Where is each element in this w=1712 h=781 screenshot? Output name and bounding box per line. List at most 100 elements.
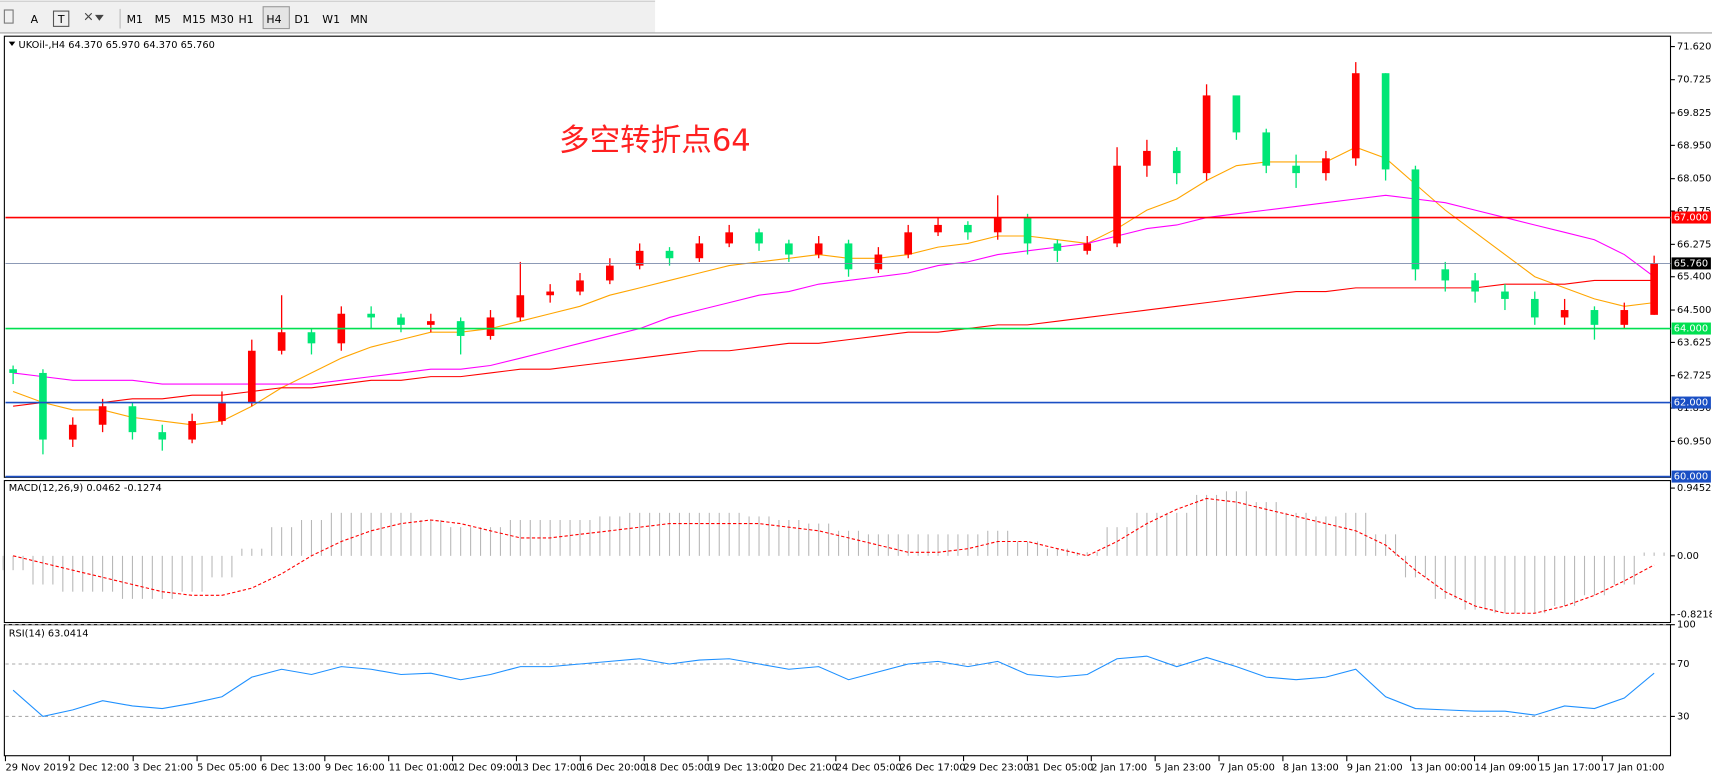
candle-body (1650, 263, 1658, 315)
candle-body (1083, 243, 1092, 251)
candle-body (367, 313, 375, 318)
tool-button[interactable]: A (31, 13, 39, 26)
candle-body (218, 402, 226, 422)
candle-body (1381, 73, 1390, 170)
candle-body (904, 232, 913, 255)
timeframe-button[interactable]: H1 (238, 13, 253, 26)
level-tag (1671, 396, 1711, 409)
candle-body (1471, 280, 1479, 292)
candle-body (695, 243, 704, 259)
tool-frame (52, 10, 70, 27)
y-tick-label: 63.625 (1677, 337, 1711, 348)
candle-body (247, 350, 256, 403)
rsi-panel (3, 624, 1672, 757)
candle-body (1053, 243, 1062, 251)
macd-header: MACD(12,26,9) 0.0462 -0.1274 (9, 483, 162, 494)
candle-body (1023, 217, 1032, 244)
x-tick-label: 20 Dec 21:00 (772, 763, 838, 774)
candle-body (188, 421, 196, 440)
candle-body (964, 224, 972, 233)
x-tick-label: 16 Dec 20:00 (580, 763, 646, 774)
candle-body (665, 250, 674, 259)
candle-body (1501, 291, 1509, 299)
level-tag (1671, 257, 1711, 270)
timeframe-button[interactable]: M5 (155, 13, 171, 26)
candle-body (1590, 310, 1599, 325)
candle-body (1113, 165, 1121, 244)
level-tag (1671, 322, 1711, 335)
timeframe-button[interactable]: W1 (322, 13, 340, 26)
cursor-icon[interactable] (84, 12, 104, 21)
timeframe-button[interactable]: M30 (211, 13, 234, 26)
candle-body (307, 332, 316, 344)
x-tick-label: 13 Dec 17:00 (516, 763, 582, 774)
rsi-header: RSI(14) 63.0414 (9, 628, 89, 639)
x-tick-label: 24 Dec 05:00 (836, 763, 902, 774)
candle-body (785, 243, 793, 255)
timeframe-button[interactable]: D1 (294, 13, 309, 26)
timeframe-button[interactable]: MN (350, 13, 368, 26)
candle-body (606, 265, 614, 281)
y-tick-label: 71.620 (1677, 42, 1711, 53)
x-tick-label: 3 Dec 21:00 (133, 763, 193, 774)
candle-body (1441, 269, 1450, 281)
candle-body (1322, 158, 1330, 174)
x-tick-label: 11 Dec 01:00 (389, 763, 455, 774)
level-label: 65.760 (1674, 258, 1708, 269)
candle-body (426, 321, 435, 325)
candle-body (397, 317, 405, 325)
x-tick-label: 14 Jan 09:00 (1475, 763, 1537, 774)
candle-body (1172, 150, 1181, 174)
candle-body (814, 243, 823, 255)
y-tick-label: 68.050 (1677, 174, 1711, 185)
candle-body (68, 424, 77, 440)
x-tick-label: 8 Jan 13:00 (1283, 763, 1339, 774)
x-tick-label: 26 Dec 17:00 (900, 763, 966, 774)
x-tick-label: 9 Jan 21:00 (1347, 763, 1403, 774)
candle-body (1202, 95, 1211, 174)
y-tick-label: 69.825 (1677, 108, 1711, 119)
level-label: 67.000 (1674, 213, 1708, 224)
y-tick-label: 60.950 (1677, 436, 1711, 447)
annotation: 多空转折点64 (559, 124, 751, 159)
x-tick-label: 12 Dec 09:00 (453, 763, 519, 774)
x-tick-label: 29 Dec 23:00 (964, 763, 1030, 774)
toolbar: A T M1 M5 M15 M30 H1 H4 D1 W1 MN (0, 0, 1712, 34)
candle-body (934, 224, 942, 233)
price-header: UKOil-,H4 64.370 65.970 64.370 65.760 (19, 40, 215, 51)
y-tick-label: 68.950 (1677, 140, 1711, 151)
chart-window: UKOil-,H4 64.370 65.970 64.370 65.760 多空… (3, 35, 1672, 757)
y-tick-label: 62.725 (1677, 371, 1711, 382)
candle-body (1411, 169, 1420, 270)
timeframe-button[interactable]: H4 (266, 13, 281, 26)
y-tick-label: -0.8218 (1677, 610, 1712, 621)
x-tick-label: 6 Dec 13:00 (261, 763, 321, 774)
collapse-icon (8, 41, 16, 47)
candle-body (1351, 73, 1360, 159)
timeframe-button[interactable]: M15 (183, 13, 206, 26)
x-tick-label: 31 Dec 05:00 (1027, 763, 1093, 774)
timeframe-button[interactable]: M1 (127, 13, 143, 26)
moving-average (12, 146, 1655, 426)
candle-body (277, 332, 286, 351)
x-tick-label: 2 Dec 12:00 (69, 763, 129, 774)
y-tick-label: 64.500 (1677, 305, 1711, 316)
candle-body (1232, 95, 1241, 133)
x-tick-label: 7 Jan 05:00 (1219, 763, 1275, 774)
tool-button[interactable]: T (57, 13, 65, 26)
candle-body (1620, 310, 1629, 325)
candle-body (993, 217, 1002, 233)
candle-body (725, 232, 734, 244)
candle-body (755, 232, 763, 244)
x-tick-label: 5 Dec 05:00 (197, 763, 257, 774)
x-tick-label: 5 Jan 23:00 (1155, 763, 1211, 774)
level-label: 60.000 (1674, 472, 1708, 483)
y-tick-label: 100 (1677, 620, 1696, 631)
candle-body (844, 243, 853, 270)
level-tag (1671, 211, 1711, 224)
rsi-line (12, 655, 1655, 718)
candle-body (635, 250, 644, 266)
y-tick-label: 66.275 (1677, 239, 1711, 250)
signal-line (12, 497, 1655, 614)
